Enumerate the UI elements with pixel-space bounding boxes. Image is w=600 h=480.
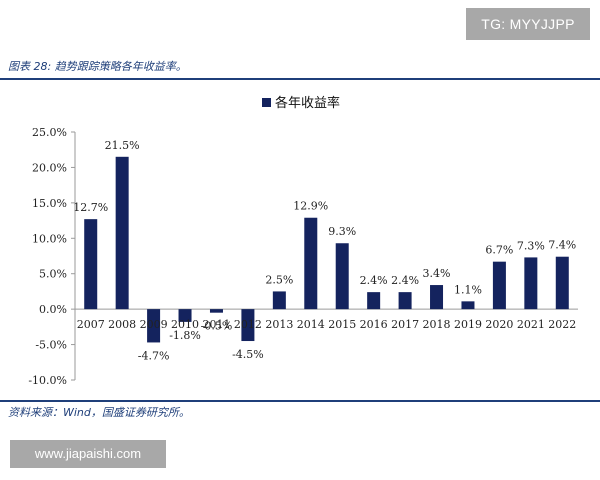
watermark-bottom: www.jiapaishi.com: [10, 440, 166, 468]
bottom-rule: [0, 400, 600, 402]
data-label: 6.7%: [485, 244, 513, 257]
data-label: -4.7%: [138, 349, 170, 362]
data-label: 3.4%: [423, 267, 451, 280]
bar-2017: [398, 292, 412, 310]
bars: [84, 156, 569, 343]
bar-2013: [272, 291, 286, 310]
legend-swatch: [262, 98, 271, 107]
x-tick-label: 2014: [297, 318, 325, 331]
data-labels: 12.7% 21.5% -4.7% -1.8%-0.5% -4.5% 2.5% 12.9%9…: [73, 139, 576, 363]
data-label: 2.4%: [360, 274, 388, 287]
x-tick-label: 2021: [517, 318, 545, 331]
data-label: 12.7%: [73, 201, 108, 214]
data-label: 12.9%: [293, 200, 328, 213]
x-tick-label: 2015: [328, 318, 356, 331]
bar-2011: [209, 309, 223, 313]
x-tick-label: 2010: [171, 318, 199, 331]
data-label: -1.8%: [169, 329, 201, 342]
y-tick-label: -5.0%: [35, 339, 67, 352]
data-label: 9.3%: [328, 225, 356, 238]
bar-2007: [84, 219, 98, 310]
data-label: 7.4%: [548, 239, 576, 252]
x-tick-label: 2013: [265, 318, 293, 331]
bar-2016: [367, 292, 381, 310]
y-tick-labels: 25.0% 20.0% 15.0% 10.0% 5.0% 0.0% -5.0% -10.0%: [28, 126, 75, 387]
x-tick-label: 2017: [391, 318, 419, 331]
x-tick-labels: 2007 2008 2009 2010 2011 2012 2013 2014 2015 2016…: [77, 318, 577, 331]
data-label: 2.5%: [265, 273, 293, 286]
y-tick-label: 20.0%: [32, 161, 67, 174]
x-tick-label: 2019: [454, 318, 482, 331]
data-label: 2.4%: [391, 274, 419, 287]
bar-2010: [178, 309, 192, 322]
bar-2009: [147, 309, 161, 343]
x-tick-label: 2018: [423, 318, 451, 331]
y-tick-label: 10.0%: [32, 232, 67, 245]
y-tick-label: 0.0%: [39, 303, 67, 316]
x-tick-label: 2008: [108, 318, 136, 331]
x-tick-label: 2007: [77, 318, 105, 331]
watermark-top: TG: MYYJJPP: [466, 8, 590, 40]
x-tick-label: 2012: [234, 318, 262, 331]
legend-label: 各年收益率: [275, 95, 340, 111]
y-tick-label: 25.0%: [32, 126, 67, 139]
x-tick-label: 2011: [202, 318, 230, 331]
y-tick-label: -10.0%: [28, 374, 67, 387]
x-tick-label: 2020: [485, 318, 513, 331]
data-label: -4.5%: [232, 348, 264, 361]
data-label: 7.3%: [517, 239, 545, 252]
legend: 各年收益率: [262, 95, 340, 111]
bar-2019: [461, 301, 475, 310]
y-tick-label: 15.0%: [32, 197, 67, 210]
x-tick-label: 2009: [140, 318, 168, 331]
figure-title: 图表 28: 趋势跟踪策略各年收益率。: [8, 60, 187, 73]
y-tick-label: 5.0%: [39, 268, 67, 281]
data-label: 21.5%: [105, 139, 140, 152]
x-tick-label: 2016: [360, 318, 388, 331]
x-tick-label: 2022: [548, 318, 576, 331]
source-note: 资料来源：Wind，国盛证券研究所。: [8, 406, 190, 419]
data-label: -0.5%: [201, 320, 233, 333]
bar-2012: [241, 309, 255, 342]
bar-2020: [492, 261, 506, 310]
data-label: 1.1%: [454, 283, 482, 296]
bar-2022: [555, 256, 569, 310]
top-rule: [0, 78, 600, 80]
bar-2008: [115, 156, 129, 310]
bar-2018: [430, 285, 444, 310]
bar-2021: [524, 257, 538, 310]
bar-2015: [335, 243, 349, 310]
bar-2014: [304, 217, 318, 310]
